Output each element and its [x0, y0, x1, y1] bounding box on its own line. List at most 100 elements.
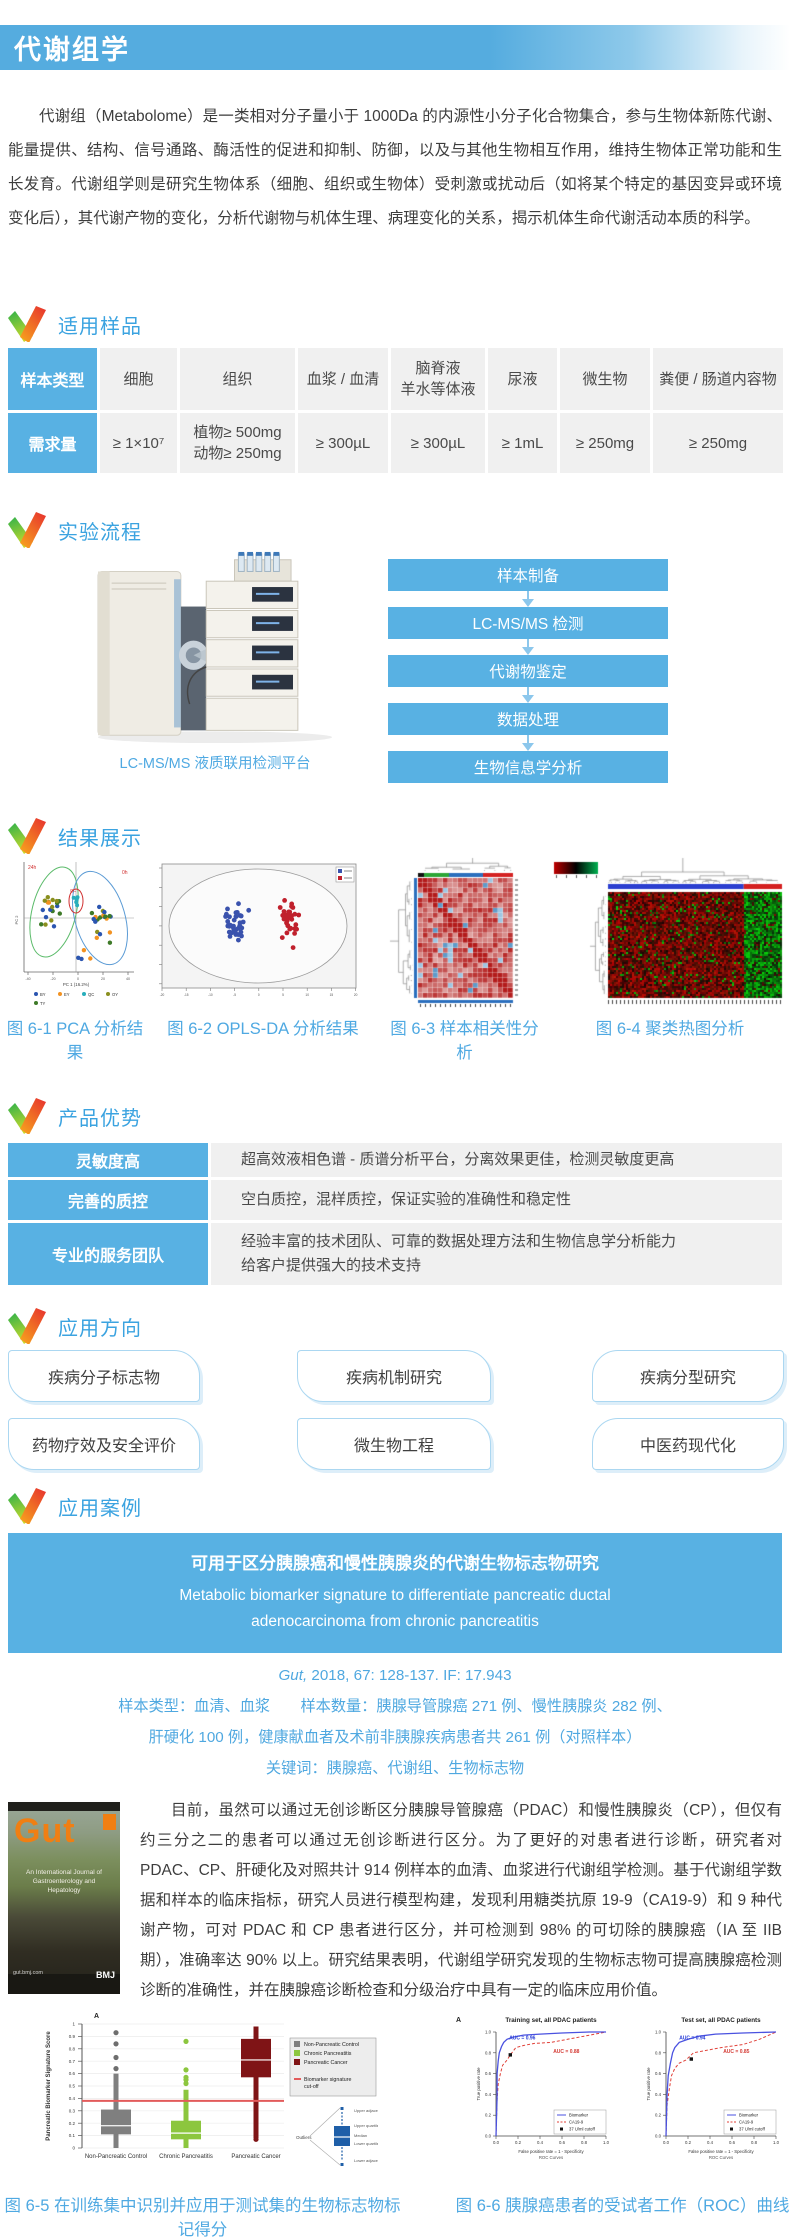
svg-text:0: 0 [72, 2146, 75, 2151]
workflow-flowchart: 样本制备 LC-MS/MS 检测 代谢物鉴定 数据处理 生物信息学分析 [388, 559, 668, 783]
svg-text:1.0: 1.0 [485, 2030, 492, 2035]
application-box[interactable]: 药物疗效及安全评价 [8, 1418, 200, 1470]
svg-text:True positive rate: True positive rate [646, 2067, 651, 2101]
svg-text:-5: -5 [233, 993, 236, 997]
application-box[interactable]: 疾病分子标志物 [8, 1350, 200, 1402]
workflow-step: 样本制备 [388, 559, 668, 591]
svg-text:A: A [94, 2013, 99, 2020]
svg-text:40: 40 [126, 977, 130, 981]
section-title: 应用案例 [58, 1497, 142, 1520]
svg-text:20: 20 [354, 993, 358, 997]
svg-text:5: 5 [282, 993, 284, 997]
flow-arrow-icon [521, 591, 535, 607]
svg-text:-20: -20 [50, 977, 55, 981]
sample-type-cell: 微生物 [560, 348, 650, 410]
svg-text:QC: QC [70, 888, 76, 893]
svg-text:PC 2: PC 2 [14, 915, 19, 925]
svg-text:Lower quartile (Q1): Lower quartile (Q1) [354, 2141, 378, 2146]
svg-text:0.4: 0.4 [69, 2096, 76, 2101]
svg-text:False positive rate = 1 - Spec: False positive rate = 1 - Specificity [518, 2149, 584, 2154]
sample-type-cell: 细胞 [100, 348, 177, 410]
sample-type-cell: 粪便 / 肠道内容物 [653, 348, 783, 410]
svg-text:OY: OY [112, 992, 118, 997]
svg-text:Biomarker signature: Biomarker signature [304, 2077, 351, 2083]
flow-arrow-icon [521, 687, 535, 703]
svg-text:0.4: 0.4 [707, 2140, 714, 2145]
svg-text:Median: Median [354, 2133, 367, 2138]
sample-amount-cell: 植物≥ 500mg 动物≥ 250mg [180, 413, 295, 473]
sample-amount-cell: ≥ 1mL [488, 413, 557, 473]
application-box[interactable]: 疾病分型研究 [592, 1350, 784, 1402]
workflow-step: 数据处理 [388, 703, 668, 735]
svg-text:0.2: 0.2 [655, 2113, 662, 2118]
svg-text:True positive rate: True positive rate [476, 2067, 481, 2101]
sample-type-cell: 血浆 / 血清 [298, 348, 388, 410]
svg-text:-20: -20 [160, 993, 165, 997]
flow-arrow-icon [521, 639, 535, 655]
svg-text:0.0: 0.0 [485, 2134, 492, 2139]
svg-text:CA19-9: CA19-9 [739, 2120, 754, 2125]
svg-text:Pancreatic Biomarker Signature: Pancreatic Biomarker Signature Score [46, 2031, 52, 2141]
svg-text:0.0: 0.0 [655, 2134, 662, 2139]
checkmark-v-icon [8, 1488, 46, 1524]
page-title: 代谢组学 [14, 35, 130, 65]
section-header-advantages: 产品优势 [6, 1098, 142, 1134]
case-body-block: Gut An International Journal of Gastroen… [8, 1796, 782, 2006]
sample-type-cell: 尿液 [488, 348, 557, 410]
application-box[interactable]: 中医药现代化 [592, 1418, 784, 1470]
svg-text:37 U/ml cutoff: 37 U/ml cutoff [739, 2127, 766, 2132]
cluster-heatmap-figure [550, 856, 788, 1008]
roc-curves-figure: A Training set, all PDAC patients0.00.00.… [452, 2008, 787, 2180]
application-box[interactable]: 疾病机制研究 [297, 1350, 491, 1402]
intro-paragraph: 代谢组（Metabolome）是一类相对分子量小于 1000Da 的内源性小分子… [8, 108, 782, 227]
section-header-applications: 应用方向 [6, 1308, 142, 1344]
svg-text:0.6: 0.6 [559, 2140, 566, 2145]
section-title: 适用样品 [58, 315, 142, 338]
advantage-label: 灵敏度高 [8, 1143, 208, 1177]
journal-subtitle: An International Journal of Gastroentero… [26, 1869, 102, 1894]
svg-text:0h: 0h [122, 870, 128, 876]
advantage-description: 经验丰富的技术团队、可靠的数据处理方法和生物信息学分析能力 给客户提供强大的技术支… [211, 1223, 782, 1285]
checkmark-v-icon [8, 818, 46, 854]
oplsda-plot-figure: -20 -15 -10 -5 0 5 10 15 20 [150, 856, 368, 1008]
svg-text:0.2: 0.2 [685, 2140, 692, 2145]
svg-text:0: 0 [258, 993, 260, 997]
svg-text:Pancreatic Cancer: Pancreatic Cancer [231, 2154, 280, 2160]
figure-caption: 图 6-3 样本相关性分析 [390, 1020, 539, 1062]
case-title-en: adenocarcinoma from chronic pancreatitis [251, 1613, 539, 1630]
case-sample-info: 样本类型：血清、血浆 样本数量：胰腺导管腺癌 271 例、慢性胰腺炎 282 例… [118, 1698, 672, 1715]
instrument-caption: LC-MS/MS 液质联用检测平台 [119, 756, 311, 772]
svg-text:15: 15 [330, 993, 334, 997]
page-title-bar: 代谢组学 [0, 25, 790, 70]
case-citation: Gut, 2018, 67: 128-137. IF: 17.943 [8, 1660, 782, 1691]
svg-text:0.8: 0.8 [69, 2046, 76, 2051]
section-header-samples: 适用样品 [6, 306, 142, 342]
lcms-instrument-illustration [85, 550, 345, 745]
svg-text:0.4: 0.4 [655, 2092, 662, 2097]
svg-text:0.6: 0.6 [729, 2140, 736, 2145]
svg-text:0.2: 0.2 [515, 2140, 522, 2145]
figure-caption: 图 6-1 PCA 分析结果 [6, 1020, 144, 1062]
svg-text:0.2: 0.2 [69, 2121, 76, 2126]
case-title-zh: 可用于区分胰腺癌和慢性胰腺炎的代谢生物标志物研究 [191, 1554, 599, 1573]
svg-text:cut-off: cut-off [304, 2084, 319, 2090]
case-keywords: 关键词：胰腺癌、代谢组、生物标志物 [265, 1760, 525, 1777]
application-box[interactable]: 微生物工程 [297, 1418, 491, 1470]
svg-text:Non-Pancreatic Control: Non-Pancreatic Control [304, 2042, 359, 2048]
row-header-amount: 需求量 [8, 413, 97, 473]
svg-text:CA19-9: CA19-9 [569, 2120, 584, 2125]
section-header-workflow: 实验流程 [6, 512, 142, 548]
svg-text:Training set, all PDAC patient: Training set, all PDAC patients [505, 2017, 597, 2024]
advantage-description: 空白质控，混样质控，保证实验的准确性和稳定性 [211, 1180, 782, 1220]
sample-amount-cell: ≥ 300µL [298, 413, 388, 473]
svg-text:False positive rate = 1 - Spec: False positive rate = 1 - Specificity [688, 2149, 754, 2154]
svg-text:AUC = 0.94: AUC = 0.94 [679, 2035, 705, 2041]
bmj-logo: BMJ [95, 1970, 115, 1980]
workflow-step: 生物信息学分析 [388, 751, 668, 783]
case-body-text: 目前，虽然可以通过无创诊断区分胰腺导管腺癌（PDAC）和慢性胰腺炎（CP），但仅… [140, 1802, 782, 1999]
svg-text:0.8: 0.8 [485, 2050, 492, 2055]
sample-amount-cell: ≥ 250mg [653, 413, 783, 473]
svg-text:-15: -15 [184, 993, 189, 997]
figure-caption: 图 6-5 在训练集中识别并应用于测试集的生物标志物标记得分 [4, 2197, 401, 2239]
journal-name: Gut, [278, 1667, 308, 1684]
